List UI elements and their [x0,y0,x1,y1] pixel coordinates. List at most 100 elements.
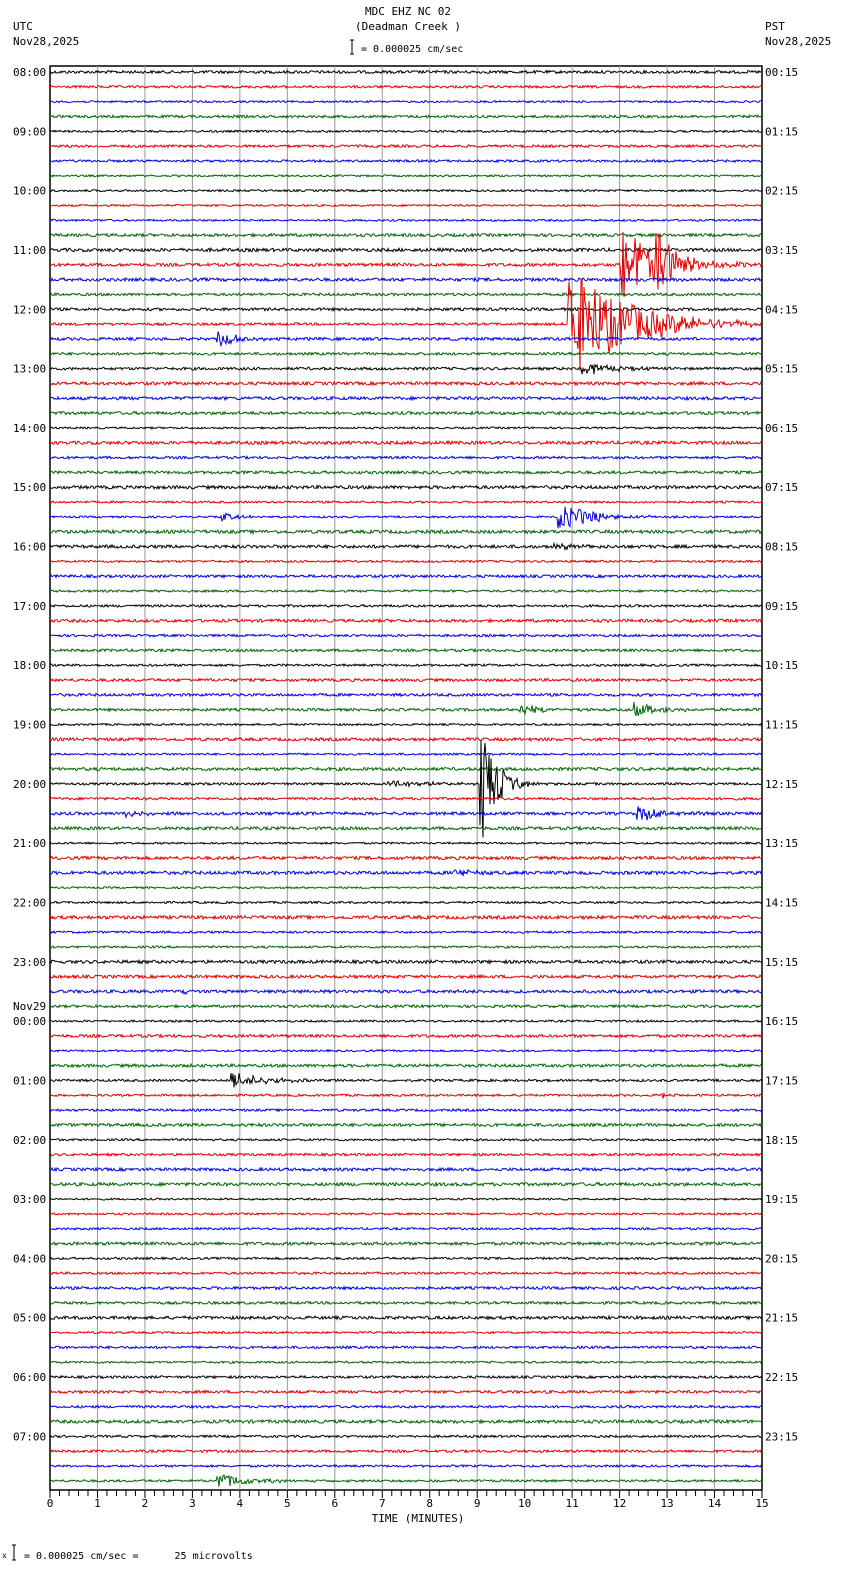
seismic-trace [49,900,763,905]
seismic-trace [49,914,763,921]
seismic-trace [49,380,763,387]
utc-hour-label: 08:00 [13,66,46,79]
utc-hour-label: 18:00 [13,659,46,672]
seismic-trace [49,973,763,980]
scale-label: = 0.000025 cm/sec [361,44,463,55]
seismic-trace [50,930,763,935]
seismic-trace [49,1374,763,1380]
seismic-trace [49,1003,763,1009]
seismic-trace [49,1256,763,1261]
seismic-trace [49,701,763,716]
seismic-trace [49,1271,763,1276]
x-tick-label: 12 [613,1497,626,1510]
seismic-trace [49,541,763,551]
seismic-trace [49,573,763,579]
seismic-trace [49,1197,763,1201]
seismic-trace [49,958,763,965]
seismic-trace [49,500,763,505]
pst-hour-label: 20:15 [765,1252,798,1265]
pst-hour-label: 19:15 [765,1193,798,1206]
utc-hour-label: 21:00 [13,837,46,850]
pst-hour-label: 11:15 [765,719,798,732]
seismic-trace [49,1389,762,1395]
x-tick-label: 3 [189,1497,196,1510]
seismic-trace [49,1181,763,1188]
seismic-trace [49,1360,763,1365]
seismic-trace [49,796,763,802]
seismic-trace [49,1211,763,1216]
pst-hour-label: 15:15 [765,956,798,969]
x-tick-label: 2 [142,1497,149,1510]
seismic-trace [49,363,763,375]
seismic-trace [50,1418,762,1425]
pst-hour-label: 16:15 [765,1015,798,1028]
seismic-trace [49,944,763,949]
seismic-trace [49,1137,763,1142]
seismic-trace [49,677,763,683]
x-tick-label: 4 [237,1497,244,1510]
seismic-trace [49,232,763,239]
right-timezone: PST [765,20,785,33]
seismic-trace [49,203,763,208]
seismic-trace [49,662,763,668]
utc-hour-label: 14:00 [13,422,46,435]
seismic-trace [49,1033,763,1039]
footer-scale-note: = 0.000025 cm/sec = 25 microvolts [24,1551,253,1562]
x-tick-label: 0 [47,1497,54,1510]
pst-hour-label: 02:15 [765,185,798,198]
seismic-trace [49,99,763,104]
seismic-trace [50,1122,763,1128]
seismic-trace [49,114,763,119]
seismic-trace [49,588,763,594]
seismic-trace [49,439,763,446]
seismic-trace [49,1474,763,1487]
seismic-trace [49,806,763,821]
seismic-trace [49,617,763,624]
station-title: MDC EHZ NC 02 [365,5,451,18]
seismic-trace [49,1314,763,1321]
utc-hour-label: 15:00 [13,481,46,494]
utc-hour-label: 22:00 [13,896,46,909]
utc-hour-label: 16:00 [13,541,46,554]
seismic-trace [49,1152,763,1158]
seismic-trace [49,231,763,297]
x-tick-label: 10 [518,1497,531,1510]
left-timezone: UTC [13,20,33,33]
utc-hour-label: 01:00 [13,1074,46,1087]
seismic-trace [49,188,763,193]
seismic-trace [49,276,763,283]
pst-hour-label: 04:15 [765,303,798,316]
seismic-trace [49,218,763,223]
seismic-trace [49,129,763,134]
x-axis-label: TIME (MINUTES) [372,1512,465,1525]
utc-hour-label: 02:00 [13,1134,46,1147]
seismic-trace [49,1285,763,1291]
seismic-trace [49,752,763,757]
seismic-trace [49,1091,763,1099]
seismic-trace [49,69,763,75]
utc-hour-label: 06:00 [13,1371,46,1384]
pst-hour-label: 22:15 [765,1371,798,1384]
seismic-trace [49,692,763,698]
seismic-trace [49,1226,763,1231]
seismic-trace [49,410,762,416]
seismic-trace [49,1048,763,1053]
seismic-trace [49,291,763,297]
x-tick-label: 11 [566,1497,579,1510]
seismic-trace [49,885,763,890]
pst-hour-label: 23:15 [765,1430,798,1443]
pst-hour-label: 17:15 [765,1074,798,1087]
seismic-trace [49,1072,763,1088]
utc-hour-label: 23:00 [13,956,46,969]
x-tick-label: 8 [426,1497,433,1510]
utc-hour-label: 20:00 [13,778,46,791]
right-date: Nov28,2025 [765,35,831,48]
date-change-label: Nov29 [13,1000,46,1013]
scale-bar-icon [350,39,354,55]
seismic-trace [50,603,763,609]
pst-hour-label: 10:15 [765,659,798,672]
utc-hour-label: 11:00 [13,244,46,257]
seismic-trace [49,173,763,178]
pst-hour-label: 21:15 [765,1312,798,1325]
